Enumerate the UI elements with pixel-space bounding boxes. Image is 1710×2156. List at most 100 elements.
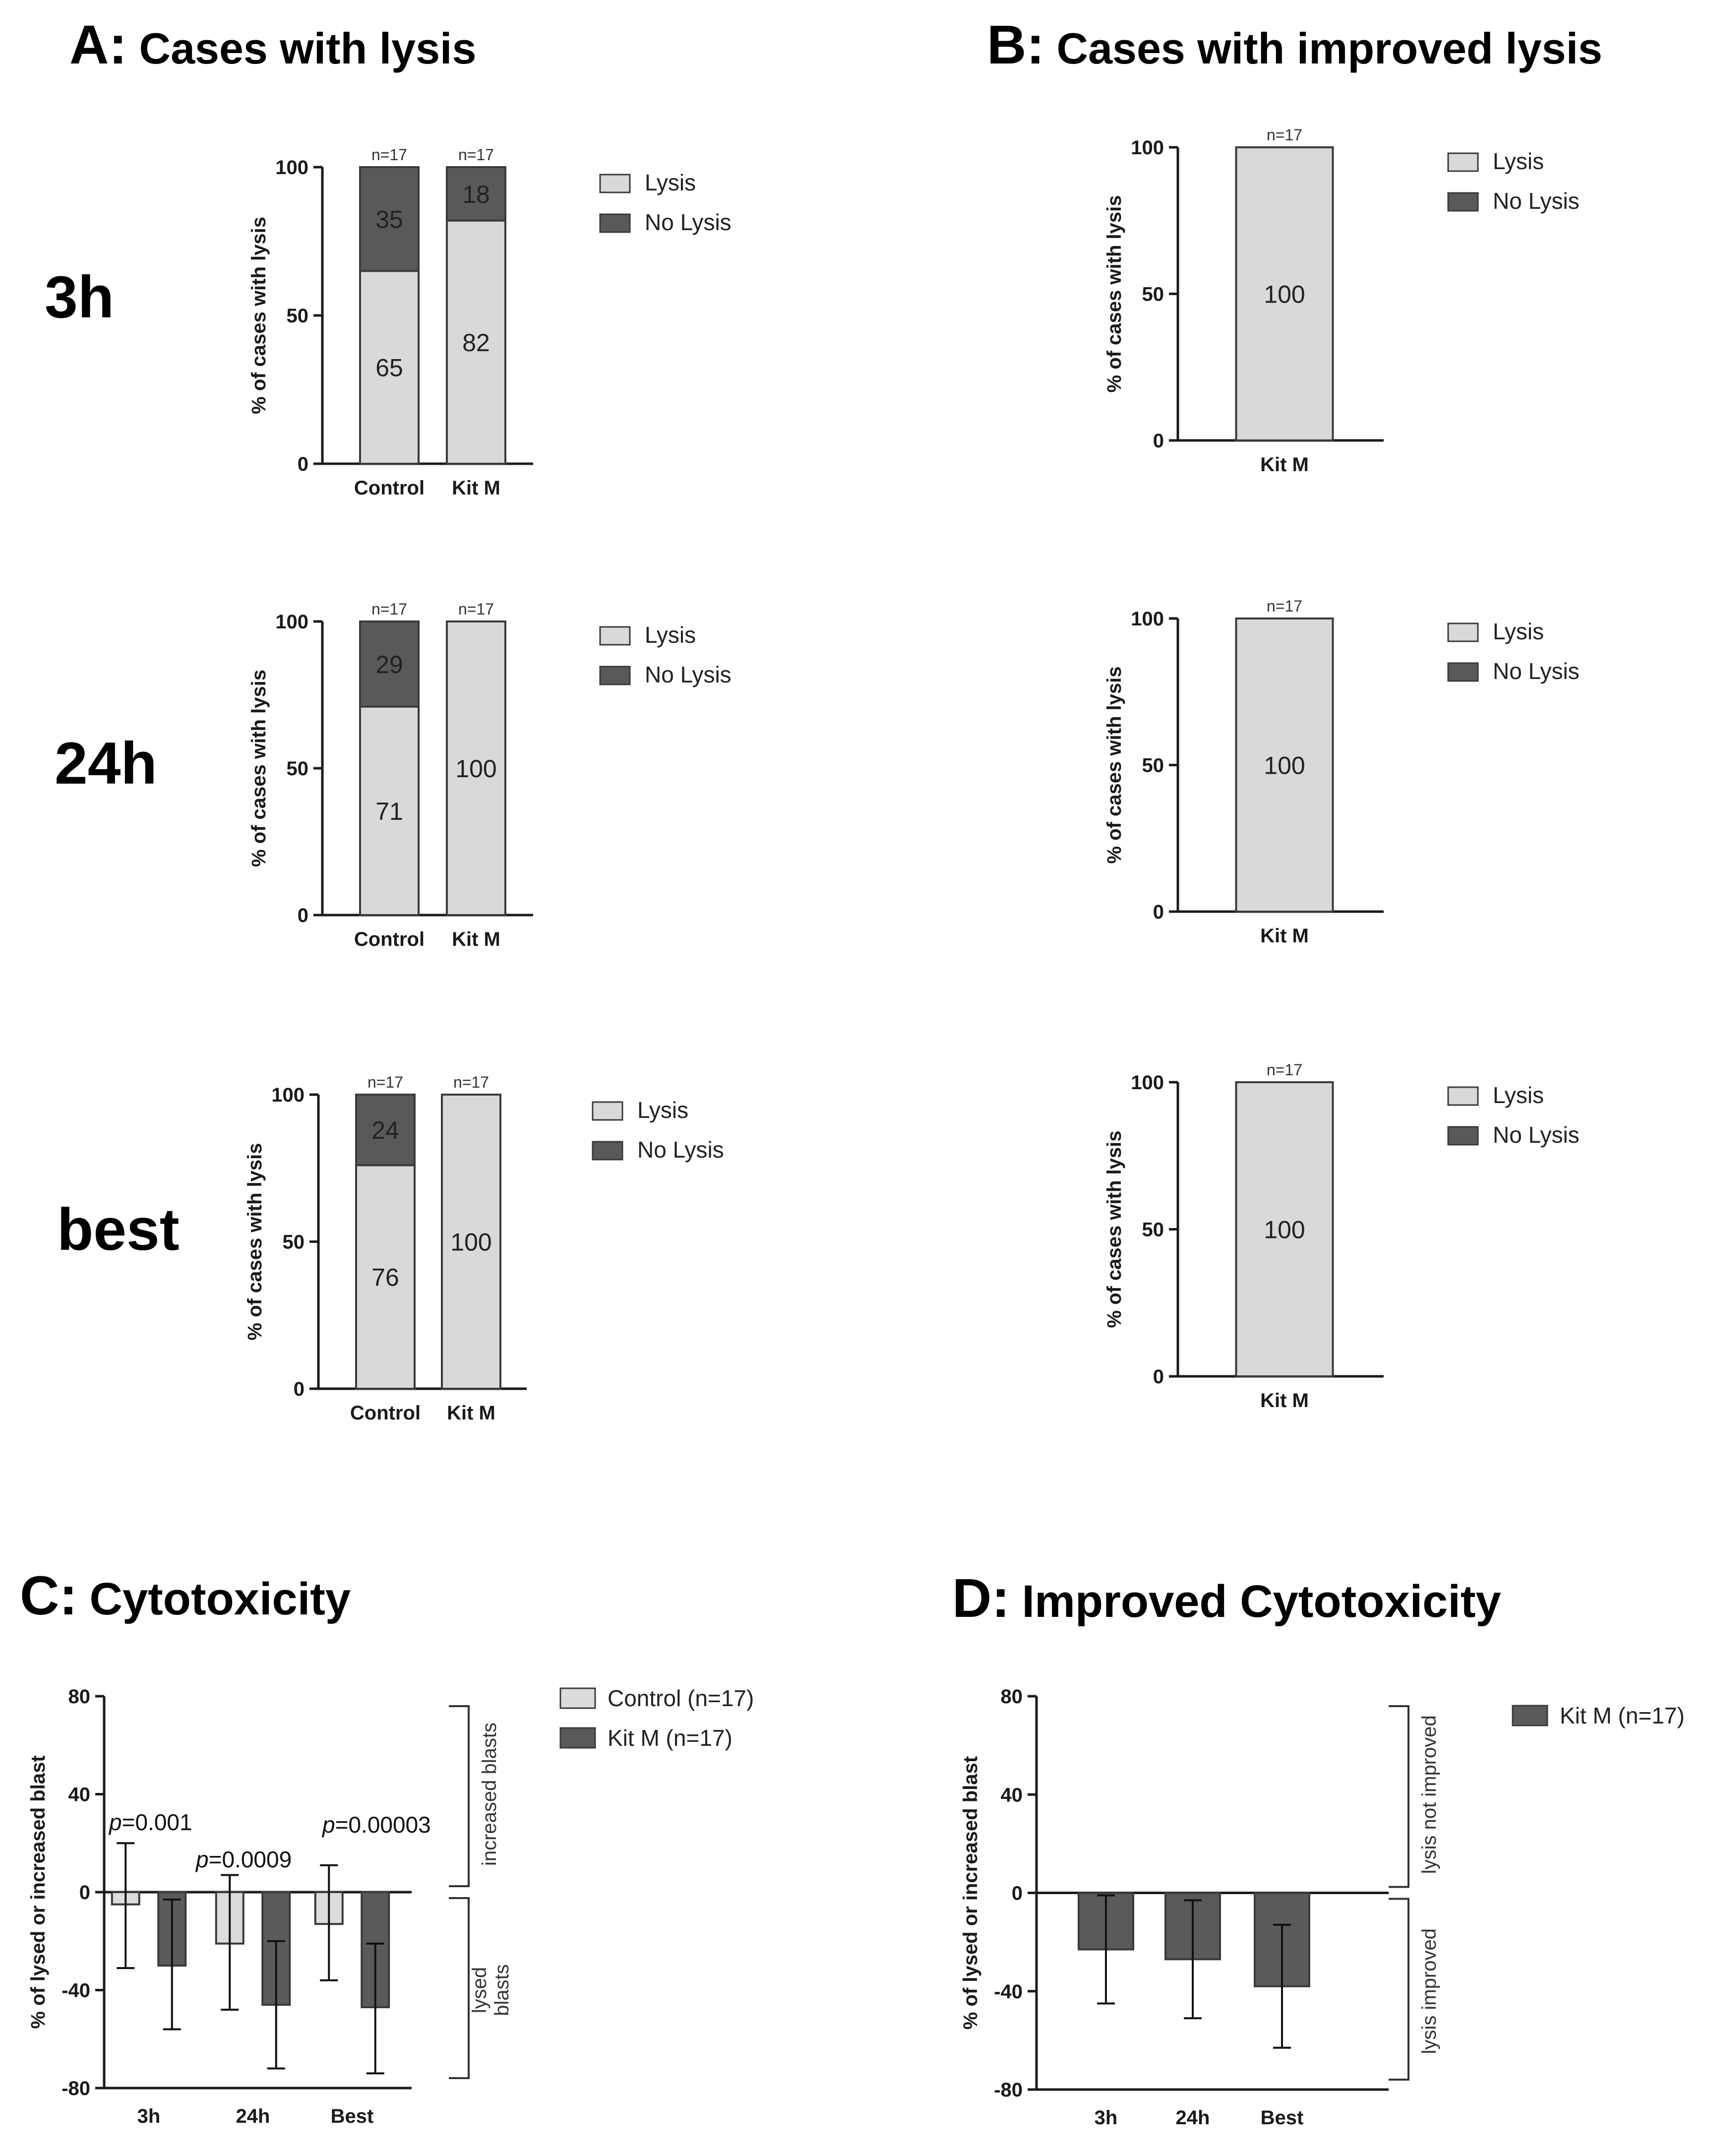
- legend-label-lysis: Lysis: [637, 1097, 688, 1123]
- y-tick-label: 0: [1153, 901, 1164, 923]
- bar-lysis: [1235, 617, 1334, 913]
- x-tick-label: 24h: [1176, 2107, 1210, 2129]
- legend-label-no-lysis: No Lysis: [645, 209, 732, 235]
- panel-b-title: B: Cases with improved lysis: [987, 14, 1602, 75]
- x-tick-label: Kit M: [447, 1402, 495, 1424]
- legend-swatch-no-lysis: [599, 213, 631, 233]
- panel-d-title: D: Improved Cytotoxicity: [952, 1568, 1501, 1629]
- bar-lysis: [355, 1164, 416, 1390]
- y-tick-label: 100: [1131, 608, 1164, 630]
- legend-label-lysis: Lysis: [1493, 148, 1544, 174]
- x-tick-label: Kit M: [452, 477, 500, 499]
- y-tick-label: 50: [287, 758, 309, 780]
- x-tick-label: Best: [1261, 2107, 1304, 2129]
- y-tick-label: 0: [1012, 1883, 1023, 1905]
- x-tick-label: Kit M: [1260, 1390, 1309, 1412]
- y-axis-label: % of cases with lysis: [1103, 667, 1125, 864]
- legend-swatch-lysis: [599, 626, 631, 646]
- p-value: =0.00003: [335, 1812, 431, 1838]
- bar-lysis: [1235, 146, 1334, 441]
- n-label: n=17: [1267, 1061, 1302, 1079]
- panel-b-text: Cases with improved lysis: [1057, 24, 1602, 73]
- x-tick-label: 3h: [137, 2105, 161, 2127]
- legend-swatch: [559, 1727, 596, 1749]
- y-axis-label: % of cases with lysis: [248, 670, 270, 867]
- y-tick-label: 100: [1131, 137, 1164, 159]
- data-label-lysis: 82: [462, 329, 490, 357]
- n-label: n=17: [371, 600, 407, 618]
- legend-swatch-lysis: [599, 174, 631, 193]
- y-axis-label: % of cases with lysis: [248, 217, 270, 414]
- y-tick-label: 80: [1001, 1686, 1023, 1708]
- panel-a-title: A: Cases with lysis: [69, 14, 476, 75]
- chart-a-3h: 0 50 100 % of cases with lysis 65 35 n=17 Contr…: [248, 146, 732, 499]
- legend-swatch-no-lysis: [1447, 662, 1479, 682]
- n-label: n=17: [1267, 126, 1302, 144]
- chart-d-improved-cytotoxicity: -80 -40 0 40 80 % of lysed or increased blast…: [960, 1686, 1685, 2129]
- data-label-lysis: 100: [1264, 1216, 1305, 1244]
- bracket-lower-label-2: blasts: [491, 1964, 513, 2016]
- panel-c-text: Cytotoxicity: [90, 1574, 351, 1624]
- legend-label-lysis: Lysis: [645, 622, 696, 648]
- bracket-lower: [1389, 1898, 1409, 2081]
- n-label: n=17: [458, 600, 494, 618]
- bar-lysis: [359, 705, 420, 917]
- y-tick-label: 0: [1153, 1366, 1164, 1388]
- data-label-lysis: 100: [1264, 281, 1305, 308]
- y-tick-label: 0: [294, 1378, 305, 1400]
- x-tick-label: 24h: [236, 2105, 270, 2127]
- y-tick-label: 100: [1131, 1072, 1164, 1094]
- row-label-24h: 24h: [55, 730, 157, 797]
- p-value: =0.001: [122, 1809, 192, 1835]
- y-axis-label: % of cases with lysis: [1103, 1131, 1125, 1328]
- p-value-annotation: p=0.00003: [321, 1812, 431, 1838]
- x-tick-label: Control: [354, 477, 425, 499]
- legend-swatch: [1512, 1705, 1548, 1726]
- n-label: n=17: [458, 146, 494, 164]
- chart-b-best: 0 50 100 % of cases with lysis 100 n=17 Kit M L…: [1103, 1061, 1580, 1412]
- legend-swatch: [559, 1687, 596, 1709]
- bar-lysis: [1235, 1081, 1334, 1377]
- x-tick-label: 3h: [1095, 2107, 1118, 2129]
- legend-swatch-no-lysis: [1447, 1126, 1479, 1146]
- legend-label-lysis: Lysis: [1493, 618, 1544, 644]
- data-label-lysis: 100: [1264, 752, 1305, 780]
- y-tick-label: -40: [994, 1981, 1023, 2003]
- y-tick-label: -80: [994, 2079, 1023, 2101]
- y-tick-label: 0: [79, 1882, 90, 1904]
- y-tick-label: 50: [287, 305, 309, 327]
- row-label-3h: 3h: [45, 264, 114, 330]
- data-label-no-lysis: 35: [375, 206, 403, 234]
- bar-lysis: [441, 1094, 501, 1390]
- n-label: n=17: [1267, 597, 1302, 615]
- y-tick-label: 40: [68, 1784, 91, 1806]
- x-tick-label: Kit M: [1260, 454, 1309, 476]
- data-label-lysis: 76: [371, 1264, 399, 1292]
- y-axis-label: % of cases with lysis: [1103, 195, 1125, 393]
- legend-swatch-lysis: [592, 1101, 623, 1121]
- y-tick-label: 100: [275, 611, 308, 633]
- bracket-upper: [1389, 1705, 1409, 1888]
- y-tick-label: -40: [61, 1980, 90, 2002]
- legend-swatch-no-lysis: [599, 666, 631, 685]
- p-symbol: p: [108, 1809, 122, 1835]
- chart-c-cytotoxicity: -80 -40 0 40 80 % of lysed or increased blast…: [27, 1685, 754, 2127]
- panel-c-letter: C:: [20, 1565, 77, 1626]
- y-axis-label: % of lysed or increased blast: [27, 1755, 49, 2029]
- data-label-lysis: 100: [450, 1229, 491, 1256]
- x-tick-label: Kit M: [452, 928, 500, 950]
- n-label: n=17: [453, 1073, 489, 1091]
- data-label-no-lysis: 18: [462, 181, 490, 208]
- n-label: n=17: [367, 1073, 403, 1091]
- legend-label-no-lysis: No Lysis: [1493, 658, 1580, 684]
- panel-d-letter: D:: [952, 1568, 1010, 1629]
- legend-label: Kit M (n=17): [608, 1725, 733, 1751]
- bracket-upper: [449, 1705, 470, 1887]
- legend-label-no-lysis: No Lysis: [637, 1137, 724, 1163]
- bar-no-lysis: [359, 620, 420, 708]
- panel-d-text: Improved Cytotoxicity: [1022, 1576, 1501, 1627]
- bar-no-lysis: [359, 166, 420, 272]
- bracket-upper-label: increased blasts: [479, 1723, 500, 1866]
- y-tick-label: 0: [298, 905, 308, 926]
